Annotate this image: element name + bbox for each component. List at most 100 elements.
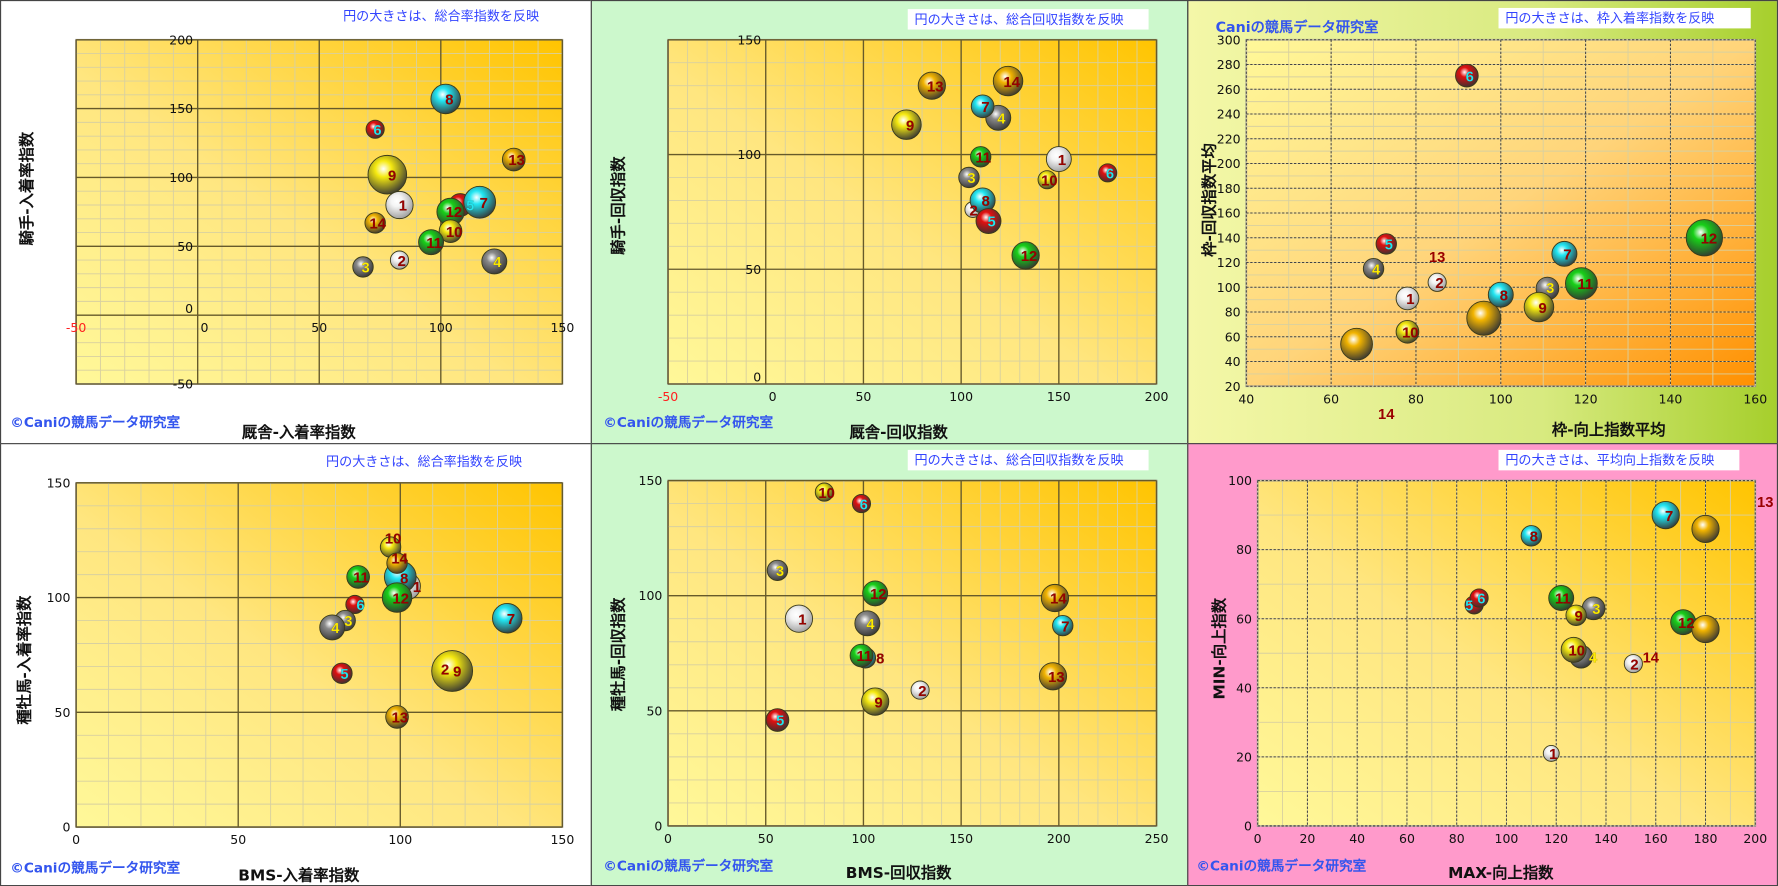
bubble-mark: [430, 83, 461, 115]
bubble-mark: [492, 603, 523, 634]
bubble-label: 12: [393, 591, 409, 607]
bubble-label: 3: [776, 564, 784, 580]
y-tick-label: 0: [62, 820, 70, 835]
x-tick-label: 100: [429, 320, 453, 335]
bubble-mark: [1542, 745, 1560, 762]
bubble-6: [1098, 163, 1118, 183]
bubble-label: 1: [1058, 153, 1066, 169]
bubble-annotation: 14: [1643, 650, 1660, 666]
y-tick-label: 120: [1217, 255, 1241, 270]
bubble-label: 1: [1406, 292, 1414, 308]
bubble-label: 1: [399, 199, 407, 215]
bubble-10: [438, 219, 463, 243]
bubble-mark: [891, 109, 922, 140]
bubble-mark: [851, 494, 872, 514]
bubble-mark: [1040, 583, 1070, 613]
bubble-annotation: 13: [1429, 250, 1445, 266]
bubble-mark: [1340, 327, 1373, 361]
chart-note: 円の大きさは、総合回収指数を反映: [907, 9, 1149, 30]
y-tick-label: 50: [745, 262, 761, 277]
x-tick-label: 100: [1489, 391, 1513, 406]
bubble-mark: [975, 208, 1002, 235]
bubble-label: 9: [388, 168, 396, 184]
bubble-7: [1551, 240, 1578, 267]
bubble-9: [861, 687, 890, 716]
bubble-9: [1565, 604, 1587, 626]
bubble-labels: 2 9 7 10 18 14 12 11 634 5 13: [331, 531, 515, 727]
y-tick-label: 300: [1217, 32, 1241, 47]
x-tick-label: 200: [1743, 831, 1767, 846]
bubble-annotation: 14: [1378, 407, 1395, 423]
bubble-label: 11: [1578, 277, 1594, 293]
x-axis-label: BMS-入着率指数: [238, 866, 360, 886]
bubble-10: [1395, 320, 1420, 344]
bubble-11: [418, 229, 445, 256]
bubble-mark: [346, 565, 370, 589]
y-tick-label: 220: [1217, 131, 1241, 146]
bubble-label: 14: [370, 217, 387, 233]
chart-title: Caniの競馬データ研究室: [1215, 18, 1379, 36]
bubble-label: 14: [1004, 75, 1021, 91]
x-tick-label: 60: [1399, 831, 1415, 846]
bubble-mark: [418, 229, 445, 256]
chart-3: 40 60 80 100 120 140 1602040608010012014016018…: [1217, 32, 1767, 423]
y-tick-label: 40: [1225, 354, 1241, 369]
bubble-label: 1: [798, 612, 806, 628]
x-tick-label: 150: [949, 831, 973, 846]
bubble-label: 6: [860, 497, 868, 513]
bubble-10: [1037, 170, 1057, 190]
y-tick-label: 280: [1217, 57, 1241, 72]
bubble-mark: [854, 610, 881, 637]
bubble-label: 4: [331, 621, 340, 637]
bubble-mark: [1469, 588, 1489, 608]
bubble-mark: [1395, 320, 1420, 344]
chart-4: 0 50 100 150 0 50 100 150 2 9 7 10 18 14 12 11 634 5 13: [47, 475, 575, 847]
bubble-label: 11: [857, 649, 873, 665]
x-tick-label: 150: [1047, 389, 1071, 404]
x-axis-label: 厩舎-入着率指数: [241, 423, 356, 442]
bubble-10: [1560, 636, 1587, 663]
bubble-mark: [1487, 281, 1514, 308]
x-tick-label: 60: [1323, 391, 1339, 406]
bubble-mark: [970, 146, 992, 168]
bubble-label: 13: [392, 711, 408, 727]
bubble-label: 3: [967, 171, 975, 187]
x-tick-label: 0: [769, 389, 777, 404]
copyright: ©Caniの競馬データ研究室: [603, 414, 774, 431]
bubble-6: [851, 494, 872, 514]
bubble-label: 7: [507, 612, 515, 628]
x-tick-label: 40: [1238, 391, 1254, 406]
bubble-mark: [814, 482, 834, 502]
bubble-7: [1052, 614, 1074, 637]
y-tick-label: 200: [169, 32, 193, 47]
bubble-label: 13: [1048, 670, 1064, 686]
y-tick-label: 160: [1217, 206, 1241, 221]
bubble-label: 9: [453, 665, 461, 681]
x-tick-label: 200: [1047, 831, 1071, 846]
bubble-label: 5: [466, 199, 474, 215]
bubble-13: [501, 147, 526, 172]
bubble-2: [1623, 654, 1643, 674]
bubble-label: 4: [1372, 262, 1381, 278]
bubble-label: 4: [866, 617, 875, 633]
bubble-8: [1520, 525, 1543, 547]
bubble-label: 13: [508, 153, 524, 169]
bubble-7: [1651, 501, 1680, 530]
bubble-1: [385, 190, 414, 220]
bubble-mark: [1691, 614, 1720, 644]
bubble-mark: [1427, 272, 1447, 292]
bubble-label: 2: [1435, 276, 1443, 292]
bubble-8: [430, 83, 461, 115]
bubble-14: [992, 65, 1024, 97]
bubble-12: [1011, 241, 1040, 270]
y-tick-label: 100: [169, 170, 193, 185]
bubble-13: [385, 705, 409, 729]
bubble-4: [481, 248, 508, 275]
bubble-mark: [345, 594, 365, 615]
bubble-mark: [1685, 219, 1724, 257]
y-tick-label: 180: [1217, 181, 1241, 196]
bubble-label: 6: [356, 598, 364, 614]
bubble-mark: [364, 212, 386, 234]
